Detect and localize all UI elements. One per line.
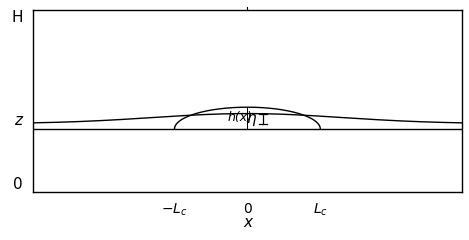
Text: 0: 0 [13,177,23,192]
Text: z: z [15,113,23,128]
Text: η: η [246,111,256,126]
Text: x: x [243,215,252,230]
Text: h(x): h(x) [228,111,253,124]
Text: 0: 0 [243,202,252,216]
Text: $L_c$: $L_c$ [313,202,328,218]
Text: $-L_c$: $-L_c$ [161,202,188,218]
Text: H: H [11,10,23,25]
